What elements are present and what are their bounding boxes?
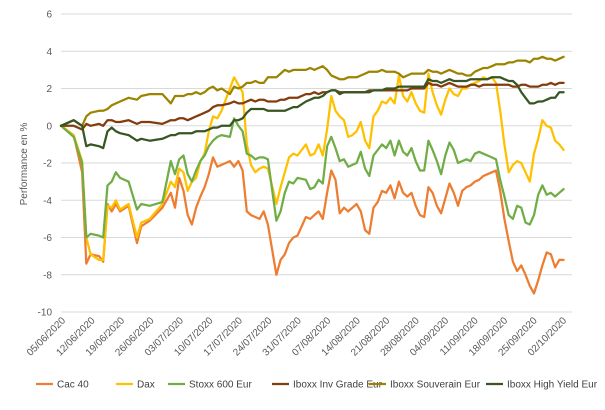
- y-axis-title: Performance en %: [19, 122, 30, 205]
- gridlines: [61, 13, 572, 313]
- legend-label: Iboxx High Yield Eur: [507, 380, 598, 391]
- legend-label: Stoxx 600 Eur: [189, 380, 252, 391]
- y-tick-label: -8: [43, 270, 52, 281]
- legend-label: Cac 40: [57, 380, 89, 391]
- series-line-iboxx-high-yield-eur: [59, 76, 565, 150]
- series-line-cac-40: [59, 124, 565, 295]
- y-tick-label: -6: [43, 233, 52, 244]
- y-tick-label: 4: [46, 47, 52, 58]
- y-tick-label: 2: [46, 84, 52, 95]
- series-line-iboxx-inv-grade-eur: [59, 81, 565, 131]
- series-line-dax: [59, 72, 565, 262]
- y-tick-label: 6: [46, 10, 52, 21]
- y-tick-label: -4: [43, 196, 52, 207]
- legend-label: Iboxx Souverain Eur: [390, 380, 481, 391]
- x-tick-labels: 05/06/202012/06/202019/06/202026/06/2020…: [25, 315, 569, 358]
- legend-label: Dax: [137, 380, 155, 391]
- series-line-iboxx-souverain-eur: [59, 55, 565, 127]
- y-tick-label: 0: [46, 121, 52, 132]
- y-tick-label: -2: [43, 159, 52, 170]
- y-tick-label: -10: [38, 308, 53, 319]
- y-tick-labels: -10 -8 -6 -4 -2 0 2 4 6: [38, 10, 53, 319]
- series-line-stoxx-600-eur: [59, 117, 565, 239]
- legend-label: Iboxx Inv Grade Eur: [293, 380, 383, 391]
- series-lines: [59, 55, 565, 295]
- legend: Cac 40 Dax Stoxx 600 Eur Iboxx Inv Grade Eu…: [36, 380, 598, 391]
